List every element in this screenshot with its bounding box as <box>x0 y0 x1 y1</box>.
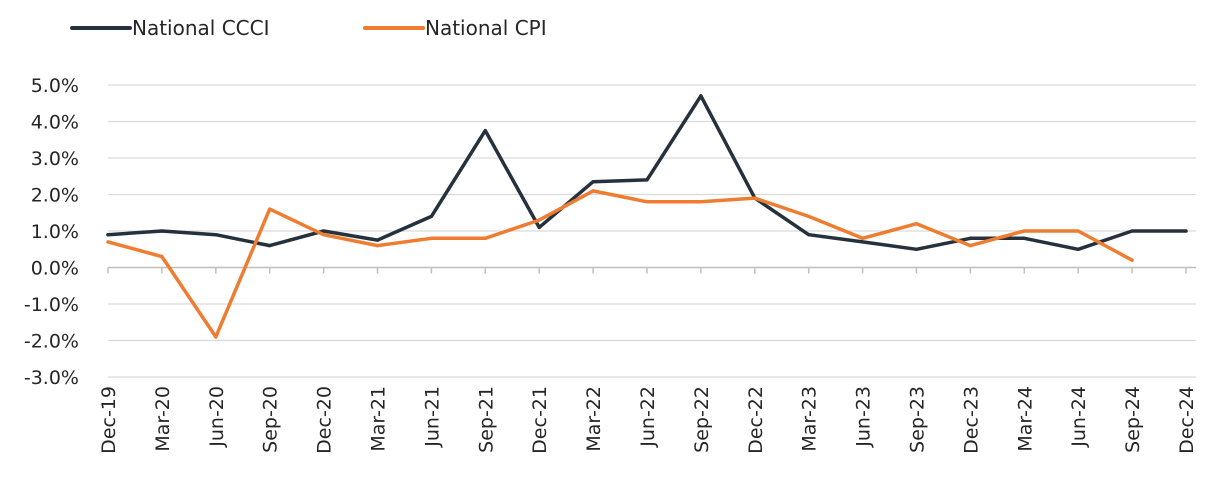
data-point <box>537 218 541 222</box>
data-point <box>429 236 433 240</box>
data-point <box>160 229 164 233</box>
x-tick-label: Dec-24 <box>1176 386 1198 454</box>
x-tick-label: Jun-23 <box>853 386 875 448</box>
x-tick-label: Dec-21 <box>529 386 551 454</box>
legend-label: National CCCI <box>132 16 270 40</box>
x-tick-label: Dec-20 <box>314 386 336 454</box>
y-axis: 5.0% 4.0% 3.0% 2.0% 1.0% 0.0% -1.0% -2.0% -3.0% <box>24 75 79 389</box>
y-tick-label: 2.0% <box>31 185 79 207</box>
data-point <box>1076 229 1080 233</box>
x-tick-label: Sep-22 <box>691 386 713 453</box>
data-point <box>483 129 487 133</box>
x-tick-label: Mar-23 <box>799 386 821 452</box>
data-point <box>914 247 919 251</box>
x-tick-label: Dec-19 <box>98 386 120 454</box>
data-point <box>106 240 110 244</box>
series-line-national-cpi <box>106 189 1134 339</box>
data-point <box>699 200 703 204</box>
x-axis: Dec-19 Mar-20 Jun-20 Sep-20 Dec-20 Mar-21 Jun-… <box>98 266 1198 454</box>
data-point <box>322 229 326 233</box>
data-point <box>1076 247 1080 251</box>
data-point <box>968 244 973 248</box>
data-point <box>591 189 595 193</box>
data-point <box>699 94 703 98</box>
data-point <box>214 233 218 237</box>
legend: National CCCI National CPI <box>70 16 547 40</box>
series-lines <box>106 94 1188 339</box>
data-point <box>1130 229 1134 233</box>
x-tick-label: Mar-20 <box>152 386 174 452</box>
y-tick-label: 5.0% <box>31 75 79 97</box>
data-point <box>807 214 811 218</box>
data-point <box>861 236 865 240</box>
data-point <box>375 238 380 242</box>
data-point <box>645 178 649 182</box>
data-point <box>322 233 326 237</box>
x-tick-label: Sep-24 <box>1122 386 1144 453</box>
data-point <box>268 244 272 248</box>
data-point <box>429 214 433 218</box>
data-point <box>645 200 649 204</box>
data-point <box>914 222 919 226</box>
data-point <box>268 207 272 211</box>
x-tick-label: Dec-22 <box>745 386 767 454</box>
series-line-national-ccci <box>106 94 1188 252</box>
x-tick-label: Sep-21 <box>475 386 497 453</box>
data-point <box>861 240 865 244</box>
y-tick-label: 1.0% <box>31 221 79 243</box>
data-point <box>1184 229 1188 233</box>
data-point <box>591 180 595 184</box>
data-point <box>807 233 811 237</box>
data-point <box>160 254 164 259</box>
data-point <box>537 225 541 229</box>
y-tick-label: 4.0% <box>31 112 79 134</box>
legend-label: National CPI <box>425 16 547 40</box>
x-tick-label: Mar-24 <box>1014 386 1036 452</box>
data-point <box>1022 229 1026 233</box>
x-tick-label: Jun-20 <box>206 386 228 448</box>
data-point <box>375 244 380 248</box>
y-tick-label: -2.0% <box>24 331 79 353</box>
x-tick-label: Sep-20 <box>260 386 282 453</box>
data-point <box>483 236 487 240</box>
y-tick-label: 3.0% <box>31 148 79 170</box>
data-point <box>968 236 973 240</box>
y-tick-label: 0.0% <box>31 258 79 280</box>
y-tick-label: -3.0% <box>24 367 79 389</box>
x-tick-label: Dec-23 <box>960 386 982 454</box>
x-tick-label: Jun-21 <box>421 386 443 448</box>
x-tick-label: Sep-23 <box>907 386 929 453</box>
y-tick-label: -1.0% <box>24 294 79 316</box>
data-point <box>753 196 757 200</box>
data-point <box>106 233 110 237</box>
gridlines <box>108 84 1196 378</box>
data-point <box>1130 258 1134 262</box>
x-tick-label: Mar-22 <box>583 386 605 452</box>
data-point <box>1022 236 1026 240</box>
x-tick-label: Mar-21 <box>368 386 390 452</box>
x-tick-label: Jun-24 <box>1068 386 1090 448</box>
x-tick-label: Jun-22 <box>637 386 659 448</box>
data-point <box>214 335 218 339</box>
